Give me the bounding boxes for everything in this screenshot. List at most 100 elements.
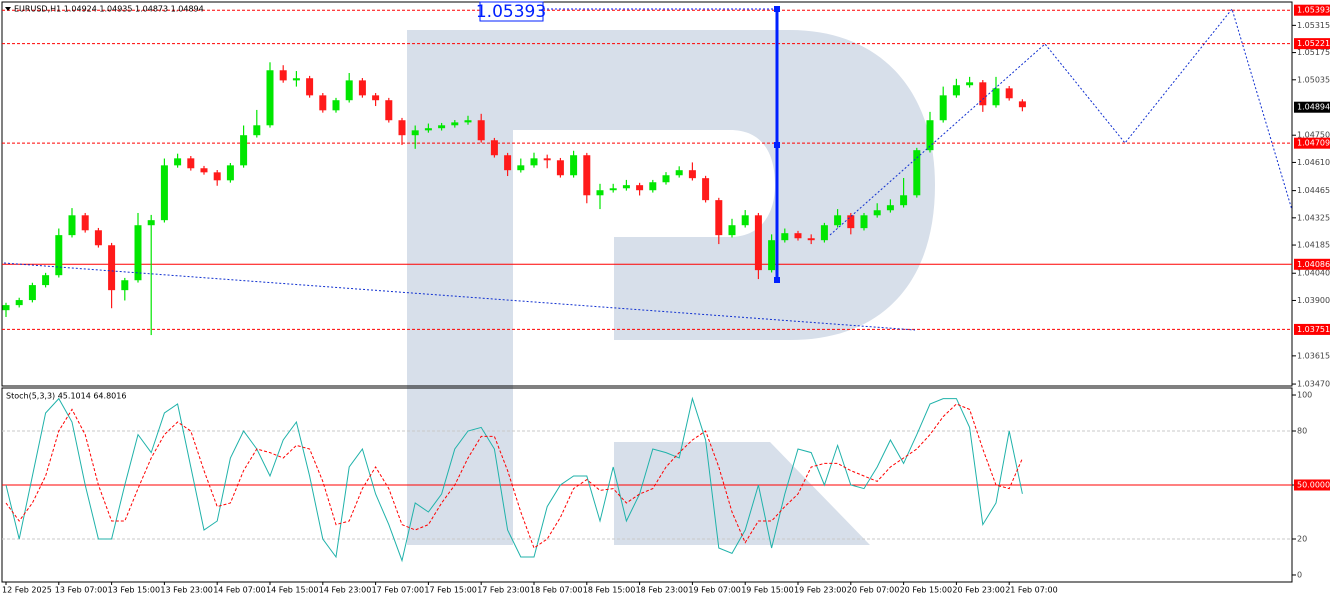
candle-body — [543, 158, 551, 161]
candle-body — [900, 195, 908, 206]
y-tick-label: 1.04325 — [1297, 213, 1330, 222]
candle-body — [424, 128, 432, 131]
candle-body — [728, 225, 736, 236]
candle-body — [794, 233, 802, 239]
candle-body — [28, 285, 36, 301]
x-tick-label: 19 Feb 15:00 — [741, 586, 793, 595]
y-tick-label: 80 — [1297, 427, 1307, 436]
measure-label: 1.05393 — [476, 2, 546, 22]
candle-body — [15, 300, 23, 306]
candle-body — [398, 120, 406, 136]
candle-body — [81, 215, 89, 231]
candle-body — [622, 185, 630, 189]
candle-body — [372, 95, 380, 101]
level-label-box — [1294, 323, 1330, 335]
x-tick-label: 18 Feb 07:00 — [530, 586, 582, 595]
candle-body — [121, 280, 129, 291]
candle-body — [662, 175, 670, 183]
main-plot — [2, 9, 1292, 336]
level-label: 1.05221 — [1297, 39, 1330, 48]
candle-body — [873, 210, 881, 216]
y-tick-label: 1.04465 — [1297, 186, 1330, 195]
x-tick-label: 20 Feb 07:00 — [847, 586, 899, 595]
candle-body — [2, 305, 10, 311]
level-label-box — [1294, 38, 1330, 50]
candle-body — [358, 80, 366, 96]
y-tick-label: 1.05175 — [1297, 48, 1330, 57]
symbol-arrow — [5, 7, 11, 11]
candle-body — [886, 205, 894, 211]
candle-body — [174, 158, 182, 166]
candle-body — [913, 150, 921, 196]
y-tick-label: 1.04040 — [1297, 269, 1330, 278]
candle-body — [992, 88, 1000, 106]
level-label-box — [1294, 137, 1330, 149]
y-tick-label-box — [1294, 479, 1330, 491]
candle-body — [715, 200, 723, 236]
candle-body — [820, 225, 828, 241]
candle-body — [240, 135, 248, 166]
candle-body — [94, 230, 102, 246]
y-tick-label: 1.03900 — [1297, 296, 1330, 305]
candle-body — [213, 172, 221, 181]
candle-body — [187, 158, 195, 169]
candle-body — [332, 100, 340, 111]
candle-body — [385, 100, 393, 121]
candle-body — [741, 215, 749, 226]
x-tick-label: 20 Feb 15:00 — [900, 586, 952, 595]
candle-body — [108, 245, 116, 291]
candle-body — [253, 125, 261, 136]
level-label: 1.04086 — [1297, 260, 1330, 269]
y-tick-label: 100 — [1297, 391, 1312, 400]
candle-body — [649, 182, 657, 191]
y-tick-label: 1.03470 — [1297, 380, 1330, 389]
candle-body — [556, 160, 564, 176]
stoch-title: Stoch(5,3,3) 45.1014 64.8016 — [6, 392, 126, 401]
x-tick-label: 13 Feb 15:00 — [108, 586, 160, 595]
candle-body — [860, 215, 868, 229]
x-tick-label: 14 Feb 15:00 — [266, 586, 318, 595]
candle-body — [979, 82, 987, 106]
candle-body — [768, 240, 776, 271]
candle-body — [688, 170, 696, 179]
candle-body — [504, 155, 512, 171]
x-tick-label: 17 Feb 15:00 — [424, 586, 476, 595]
y-tick-label: 1.04610 — [1297, 158, 1330, 167]
candle-body — [583, 155, 591, 196]
chart-title: EURUSD,H1 1.04924 1.04935 1.04873 1.0489… — [14, 5, 204, 14]
y-tick-label: 1.05315 — [1297, 21, 1330, 30]
candle-body — [570, 155, 578, 176]
candle-body — [438, 125, 446, 129]
candle-body — [411, 130, 419, 136]
candle-body — [807, 238, 815, 241]
level-label: 1.03751 — [1297, 325, 1330, 334]
candle-body — [952, 85, 960, 96]
level-label-box — [1294, 4, 1330, 16]
y-tick-label: 50.0000 — [1297, 481, 1330, 490]
y-tick-label: 1.03615 — [1297, 351, 1330, 360]
y-tick-label: 20 — [1297, 534, 1307, 543]
y-tick-label: 1.04185 — [1297, 241, 1330, 250]
candle-body — [279, 70, 287, 81]
measure-line — [479, 1, 780, 283]
main-panel — [1, 1, 1293, 387]
level-label: 1.04709 — [1297, 139, 1330, 148]
x-tick-label: 17 Feb 07:00 — [372, 586, 424, 595]
stoch-line — [5, 403, 1023, 549]
x-tick-label: 17 Feb 23:00 — [477, 586, 529, 595]
level-label-box — [1294, 258, 1330, 270]
y-tick-label: 1.05035 — [1297, 75, 1330, 84]
candle-body — [702, 178, 710, 201]
y-tick-label: 1.04750 — [1297, 131, 1330, 140]
candle-body — [609, 188, 617, 191]
stoch-line — [5, 396, 1023, 563]
candle-body — [1005, 88, 1013, 99]
candle-body — [55, 235, 63, 276]
x-tick-label: 13 Feb 23:00 — [160, 586, 212, 595]
candle-body — [477, 120, 485, 141]
candle-body — [306, 78, 314, 96]
candle-body — [134, 225, 142, 281]
candle-body — [1018, 101, 1026, 108]
